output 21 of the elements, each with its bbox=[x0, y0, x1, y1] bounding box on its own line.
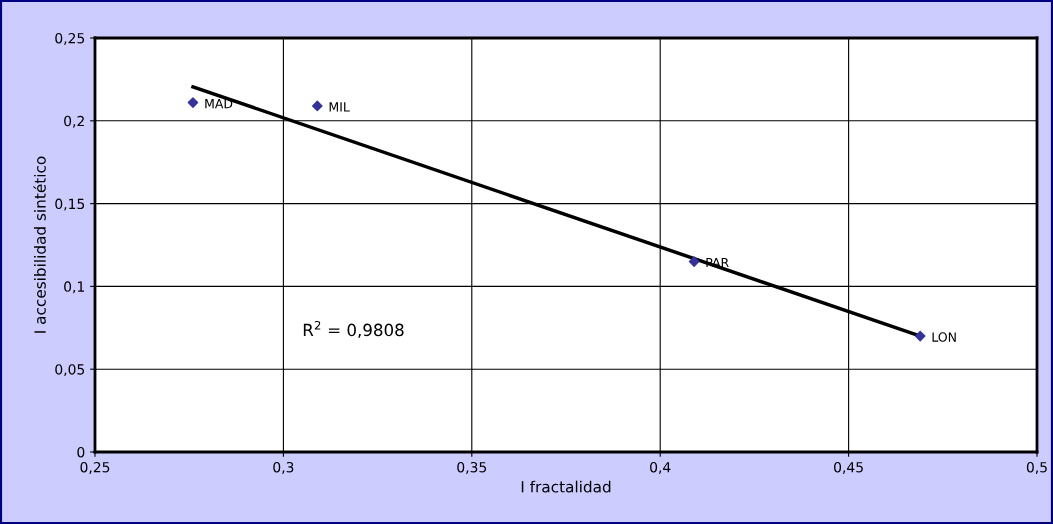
annotation: R$^{2}$ = 0,9808 bbox=[303, 320, 404, 338]
x-axis-title: I fractalidad bbox=[521, 480, 611, 493]
point bbox=[187, 97, 199, 108]
y-tick-label: 0,15 bbox=[55, 198, 85, 211]
y-tick-label: 0,05 bbox=[55, 364, 85, 377]
x-tick-label: 0,25 bbox=[80, 461, 110, 474]
point bbox=[914, 330, 926, 342]
y-tick-label: 0,1 bbox=[64, 281, 84, 294]
annotation: LON bbox=[932, 332, 956, 342]
x-tick-label: 0,4 bbox=[650, 461, 671, 474]
x-tick-label: 0,3 bbox=[273, 461, 294, 474]
point bbox=[688, 256, 700, 267]
x-tick-label: 0,35 bbox=[457, 461, 487, 474]
y-axis-title: I accesibilidad sintético bbox=[33, 156, 46, 333]
y-tick-label: 0,2 bbox=[64, 115, 84, 128]
x-tick-label: 0,5 bbox=[1026, 461, 1047, 474]
x-tick-label: 0,45 bbox=[834, 461, 863, 474]
y-tick-label: 0,25 bbox=[55, 32, 85, 45]
y-tick-label: 0 bbox=[77, 446, 85, 458]
annotation: MIL bbox=[329, 102, 350, 112]
point bbox=[312, 100, 323, 112]
